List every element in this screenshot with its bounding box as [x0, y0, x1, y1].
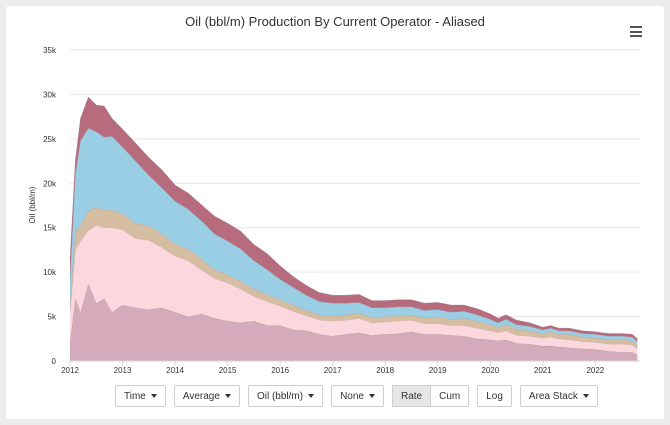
rate-cum-toggle: Rate Cum: [391, 385, 470, 407]
metric-dropdown-label: Oil (bbl/m): [256, 390, 304, 402]
series-line-5: [69, 96, 638, 340]
cum-button[interactable]: Cum: [431, 385, 470, 407]
series-area-2[interactable]: [70, 225, 638, 355]
metric-dropdown[interactable]: Oil (bbl/m): [247, 385, 324, 407]
average-dropdown[interactable]: Average: [173, 385, 240, 407]
chart-type-dropdown-label: Area Stack: [528, 390, 578, 402]
grouping-dropdown[interactable]: None: [331, 385, 384, 407]
series-area-3[interactable]: [70, 207, 638, 349]
y-tick-label: 5k: [48, 313, 57, 322]
y-tick-label: 35k: [43, 46, 57, 55]
x-tick-label: 2015: [219, 366, 237, 375]
y-tick-label: 25k: [43, 135, 57, 144]
chart-title: Oil (bbl/m) Production By Current Operat…: [185, 14, 485, 29]
caret-down-icon: [368, 394, 375, 398]
y-tick-label: 10k: [43, 268, 57, 277]
y-tick-label: 30k: [43, 90, 57, 99]
rate-button[interactable]: Rate: [391, 385, 432, 407]
time-dropdown-label: Time: [124, 390, 146, 402]
y-tick-label: 20k: [43, 179, 57, 188]
x-tick-label: 2014: [166, 366, 184, 375]
caret-down-icon: [224, 394, 231, 398]
x-tick-label: 2020: [481, 366, 499, 375]
time-dropdown[interactable]: Time: [115, 385, 166, 407]
grouping-dropdown-label: None: [340, 390, 364, 402]
x-tick-label: 2021: [534, 366, 552, 375]
x-tick-label: 2019: [429, 366, 447, 375]
axis-layer: 0 5k 10k 15k 20k 25k 30k 35k 2012 2013 2014 2015 201…: [43, 46, 640, 375]
hamburger-menu-icon[interactable]: [630, 26, 642, 37]
caret-down-icon: [308, 394, 315, 398]
y-axis-label: Oil (bbl/m): [28, 186, 37, 223]
x-tick-label: 2017: [324, 366, 342, 375]
caret-down-icon: [150, 394, 157, 398]
log-button[interactable]: Log: [477, 385, 512, 407]
x-tick-label: 2022: [586, 366, 604, 375]
chart-type-dropdown[interactable]: Area Stack: [519, 385, 598, 407]
x-tick-label: 2013: [114, 366, 132, 375]
average-dropdown-label: Average: [182, 390, 220, 402]
series-area-4[interactable]: [70, 128, 638, 345]
chart-controls: Time Average Oil (bbl/m) None Rate Cum L…: [115, 385, 598, 407]
x-tick-label: 2016: [271, 366, 289, 375]
series-area-1[interactable]: [70, 283, 638, 361]
y-tick-label: 0: [52, 357, 57, 366]
x-tick-label: 2018: [376, 366, 394, 375]
y-tick-label: 15k: [43, 224, 57, 233]
series-layer: [69, 96, 638, 361]
x-tick-label: 2012: [61, 366, 79, 375]
caret-down-icon: [582, 394, 589, 398]
